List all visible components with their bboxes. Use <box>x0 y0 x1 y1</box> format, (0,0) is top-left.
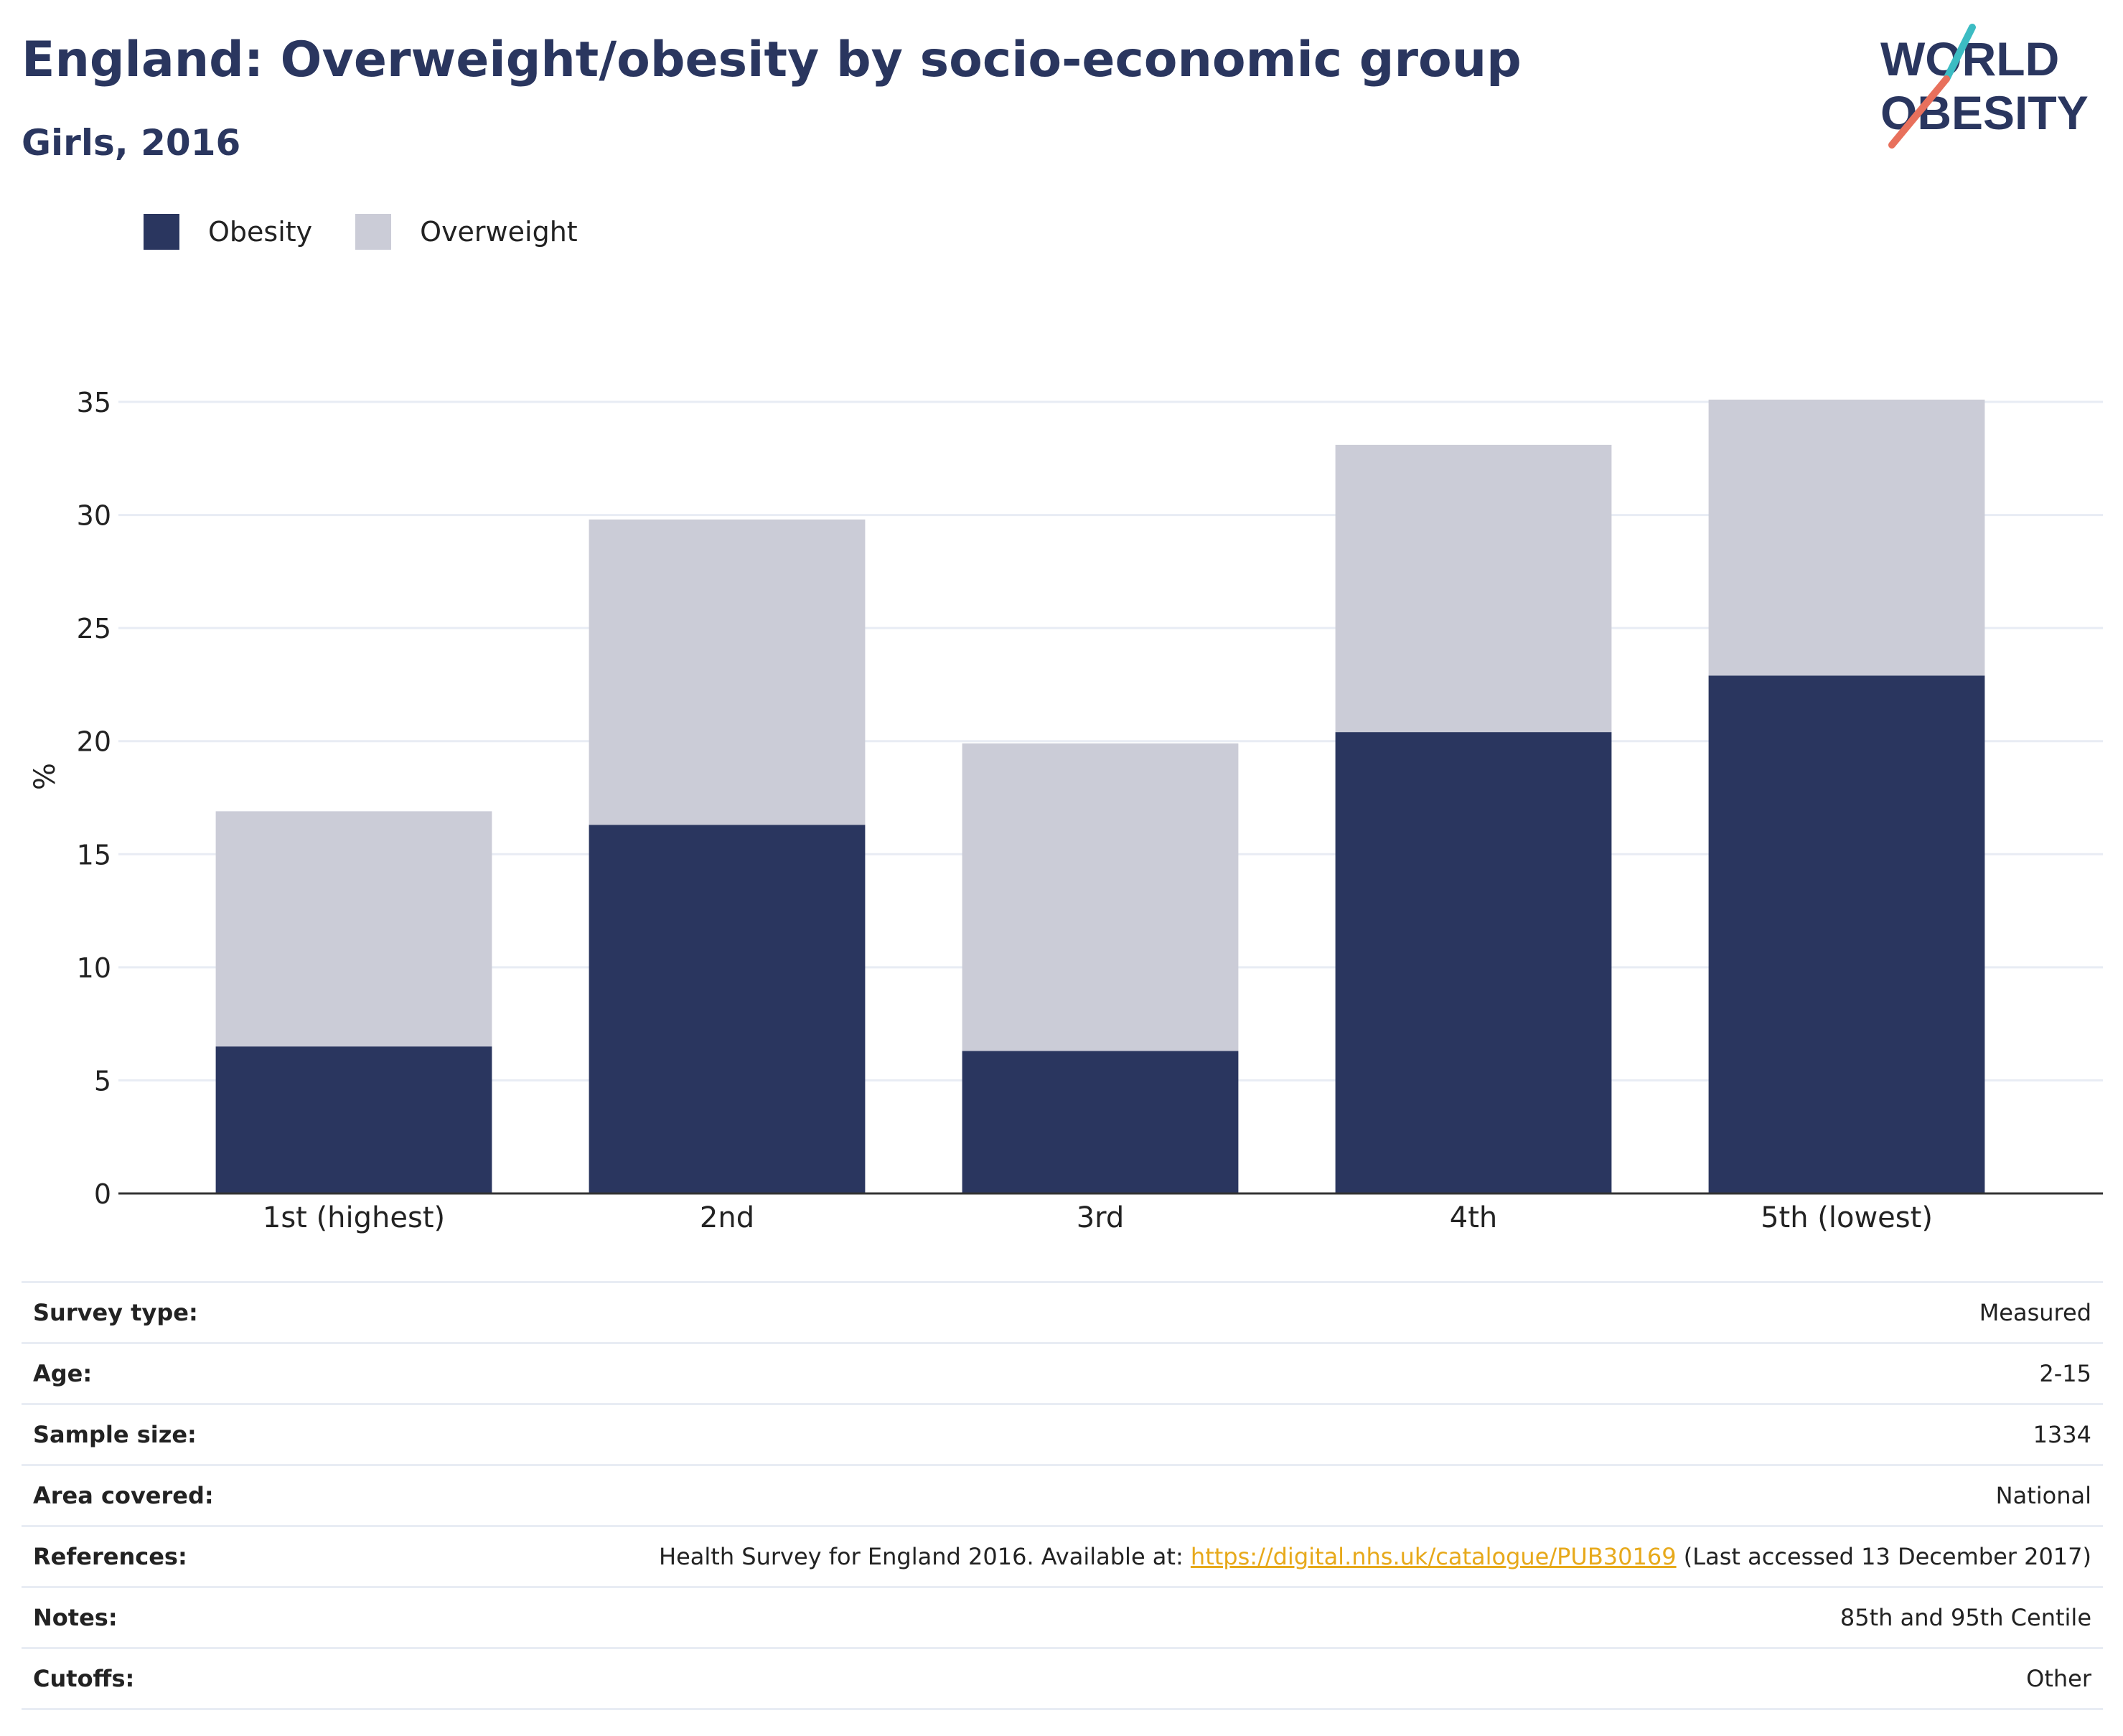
bar-overweight-3 <box>962 743 1239 1051</box>
metadata-value: 1334 <box>2033 1421 2091 1448</box>
metadata-value: 2-15 <box>2039 1360 2091 1387</box>
chart-subtitle: Girls, 2016 <box>22 122 241 164</box>
metadata-label: Notes: <box>33 1604 118 1631</box>
metadata-row: References: Health Survey for England 201… <box>22 1525 2103 1586</box>
chart-title: England: Overweight/obesity by socio-eco… <box>22 32 1522 88</box>
logo-line-1: WORLD <box>1880 32 2059 85</box>
metadata-row: Survey type: Measured <box>22 1281 2103 1342</box>
metadata-value: Health Survey for England 2016. Availabl… <box>659 1543 2091 1570</box>
y-tick-label: 20 <box>77 726 111 758</box>
legend-swatch-obesity <box>144 214 179 250</box>
bar-overweight-2 <box>589 519 866 825</box>
legend-label-overweight: Overweight <box>420 216 578 248</box>
x-tick-label: 2nd <box>700 1201 754 1234</box>
metadata-label: Cutoffs: <box>33 1665 135 1692</box>
bar-overweight-4 <box>1335 444 1612 733</box>
bar-obesity-2 <box>589 825 866 1193</box>
y-tick-label: 30 <box>77 500 111 532</box>
metadata-row: Cutoffs: Other <box>22 1647 2103 1710</box>
y-tick-label: 5 <box>94 1065 111 1097</box>
metadata-table: Survey type: Measured Age: 2-15 Sample size:… <box>22 1281 2103 1710</box>
metadata-row: Area covered: National <box>22 1464 2103 1525</box>
reference-link[interactable]: https://digital.nhs.uk/catalogue/PUB3016… <box>1190 1543 1677 1570</box>
y-axis-label: % <box>29 763 62 790</box>
bar-overweight-5 <box>1708 399 1985 676</box>
x-tick-label: 5th (lowest) <box>1761 1201 1933 1234</box>
metadata-row: Notes: 85th and 95th Centile <box>22 1586 2103 1647</box>
bar-obesity-1 <box>215 1046 492 1193</box>
bar-obesity-5 <box>1708 675 1985 1193</box>
y-tick-label: 0 <box>94 1178 111 1210</box>
metadata-label: Sample size: <box>33 1421 197 1448</box>
metadata-value: 85th and 95th Centile <box>1840 1604 2091 1631</box>
y-tick-label: 35 <box>77 387 111 418</box>
legend-item-overweight: Overweight <box>355 214 578 250</box>
y-tick-label: 25 <box>77 613 111 644</box>
metadata-value: Measured <box>1979 1299 2091 1326</box>
x-tick-label: 3rd <box>1077 1201 1125 1234</box>
bar-overweight-1 <box>215 811 492 1047</box>
legend-swatch-overweight <box>355 214 392 250</box>
metadata-label: Age: <box>33 1360 93 1387</box>
x-tick-label: 4th <box>1450 1201 1497 1234</box>
metadata-row: Age: 2-15 <box>22 1342 2103 1403</box>
metadata-label: Survey type: <box>33 1299 198 1326</box>
legend-item-obesity: Obesity <box>144 214 312 250</box>
metadata-label: Area covered: <box>33 1482 214 1509</box>
x-tick-label: 1st (highest) <box>263 1201 445 1234</box>
y-tick-label: 10 <box>77 952 111 984</box>
bar-obesity-4 <box>1335 732 1612 1193</box>
metadata-label: References: <box>33 1543 187 1570</box>
y-tick-label: 15 <box>77 839 111 871</box>
stacked-bar-chart: 0 5 10 15 20 25 30 35% 1st (highest) 2nd 3rd 4th 5th… <box>29 387 2103 1234</box>
legend-label-obesity: Obesity <box>208 216 313 248</box>
metadata-value: Other <box>2026 1665 2091 1692</box>
world-obesity-logo: WORLD OBESITY <box>1880 24 2089 149</box>
chart-legend: Obesity Overweight <box>144 214 621 250</box>
metadata-row: Sample size: 1334 <box>22 1403 2103 1464</box>
bar-obesity-3 <box>962 1051 1239 1193</box>
metadata-value: National <box>1995 1482 2091 1509</box>
